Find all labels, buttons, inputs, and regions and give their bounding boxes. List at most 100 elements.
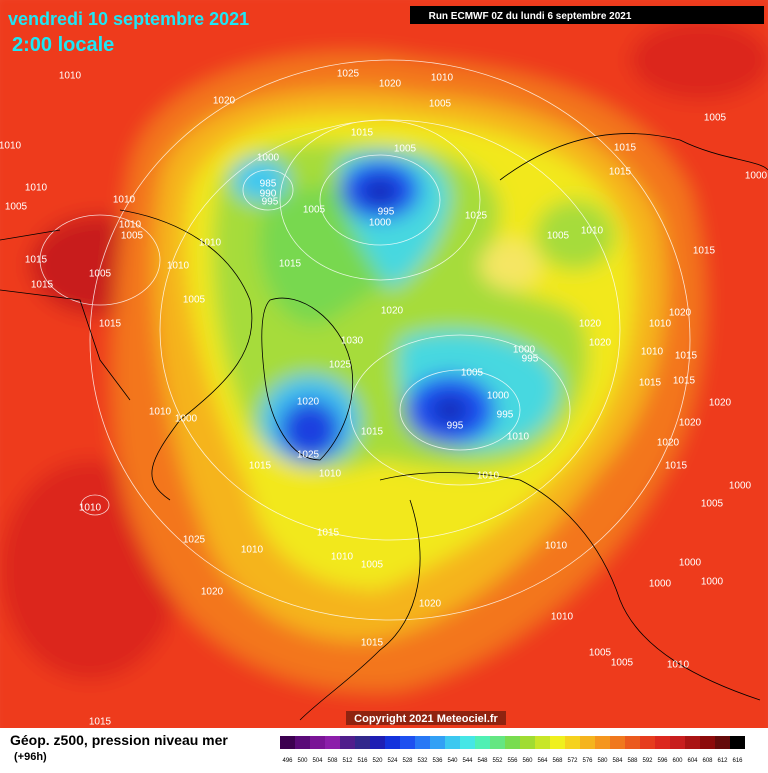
scale-label: 600 (672, 758, 683, 764)
isobar-label: 1025 (465, 211, 488, 222)
scale-cell (355, 736, 370, 749)
isobar-label: 1010 (319, 469, 342, 480)
isobar-label: 1020 (579, 319, 602, 330)
isobar-label: 1010 (241, 545, 264, 556)
run-info: Run ECMWF 0Z du lundi 6 septembre 2021 (429, 11, 632, 22)
isobar-label: 995 (497, 410, 514, 421)
isobar-label: 1005 (5, 202, 28, 213)
isobar-label: 1020 (679, 418, 702, 429)
isobar-label: 1005 (547, 231, 570, 242)
scale-label: 604 (687, 758, 698, 764)
isobar-label: 985 (260, 179, 277, 190)
scale-label: 544 (462, 758, 473, 764)
isobar-label: 1020 (381, 306, 404, 317)
scale-cell (400, 736, 415, 749)
isobar-label: 1025 (297, 450, 320, 461)
isobar-label: 1015 (614, 143, 637, 154)
scale-cell (565, 736, 580, 749)
isobar-lines (39, 59, 691, 621)
scale-cell (655, 736, 670, 749)
scale-label: 496 (282, 758, 293, 764)
scale-label: 616 (732, 758, 743, 764)
scale-cell (535, 736, 550, 749)
scale-label: 508 (327, 758, 338, 764)
scale-label: 500 (297, 758, 308, 764)
isobar-label: 1005 (183, 295, 206, 306)
scale-cell (310, 736, 325, 749)
isobar-label: 1020 (379, 79, 402, 90)
isobar-label: 1000 (649, 579, 672, 590)
scale-label: 576 (582, 758, 593, 764)
scale-cell (520, 736, 535, 749)
scale-label: 568 (552, 758, 563, 764)
scale-cell (670, 736, 685, 749)
isobar-label: 1010 (649, 319, 672, 330)
scale-label: 592 (642, 758, 653, 764)
scale-label: 512 (342, 758, 353, 764)
isobar-label: 995 (447, 421, 464, 432)
isobar-label: 1010 (641, 347, 664, 358)
isobar-label: 1020 (213, 96, 236, 107)
isobar-label: 1015 (89, 717, 112, 728)
isobar-label: 1010 (507, 432, 530, 443)
scale-label: 528 (402, 758, 413, 764)
scale-cell (685, 736, 700, 749)
scale-cell (490, 736, 505, 749)
scale-cell (460, 736, 475, 749)
isobar-label: 1005 (611, 658, 634, 669)
isobar-label: 1010 (545, 541, 568, 552)
isobar-label: 1015 (351, 128, 374, 139)
color-scale: 496 500 504 508 512 516 520 524 528 532 536 540 544 5… (280, 736, 745, 764)
copyright-bg (346, 711, 506, 725)
isobar-label: 1015 (665, 461, 688, 472)
isobar-label: 1005 (461, 368, 484, 379)
isobar-label: 1010 (331, 552, 354, 563)
isobar-label: 1000 (745, 171, 768, 182)
isobar-label: 1005 (121, 231, 144, 242)
isobar-label: 1010 (119, 220, 142, 231)
isobar-label: 1015 (639, 378, 662, 389)
scale-cell (385, 736, 400, 749)
isobar-label: 990 (260, 189, 277, 200)
isobar-label: 1020 (201, 587, 224, 598)
isobar-label: 1015 (693, 246, 716, 257)
field-label: Géop. z500, pression niveau mer (10, 732, 228, 748)
scale-label: 504 (312, 758, 323, 764)
date: vendredi 10 septembre 2021 (8, 9, 249, 29)
isobar-label: 995 (522, 354, 539, 365)
isobar-label: 1010 (167, 261, 190, 272)
isobar-label: 1010 (0, 141, 22, 152)
scale-label: 608 (702, 758, 713, 764)
isobar-label: 1010 (113, 195, 136, 206)
isobar-label: 1005 (394, 144, 417, 155)
scale-label: 552 (492, 758, 503, 764)
scale-cell (430, 736, 445, 749)
scale-cell (625, 736, 640, 749)
scale-label: 540 (447, 758, 458, 764)
scale-cell (550, 736, 565, 749)
isobar-label: 1015 (99, 319, 122, 330)
isobar-label: 1000 (257, 153, 280, 164)
isobar-label: 1015 (675, 351, 698, 362)
isobar-label: 1000 (513, 345, 536, 356)
scale-label: 536 (432, 758, 443, 764)
scale-cell (580, 736, 595, 749)
isobar-label: 1010 (149, 407, 172, 418)
scale-cell (280, 736, 295, 749)
isobar-label: 1000 (487, 391, 510, 402)
isobar-label: 1030 (341, 336, 364, 347)
isobar-label: 1005 (704, 113, 727, 124)
isobar-label: 1015 (317, 528, 340, 539)
isobar-label: 1015 (609, 167, 632, 178)
scale-cell (505, 736, 520, 749)
scale-cell (325, 736, 340, 749)
run-box (410, 6, 764, 24)
isobar-label: 1020 (419, 599, 442, 610)
isobar-label: 1025 (337, 69, 360, 80)
isobar-label: 1015 (249, 461, 272, 472)
isobar-label: 1010 (59, 71, 82, 82)
isobar-label: 1005 (589, 648, 612, 659)
